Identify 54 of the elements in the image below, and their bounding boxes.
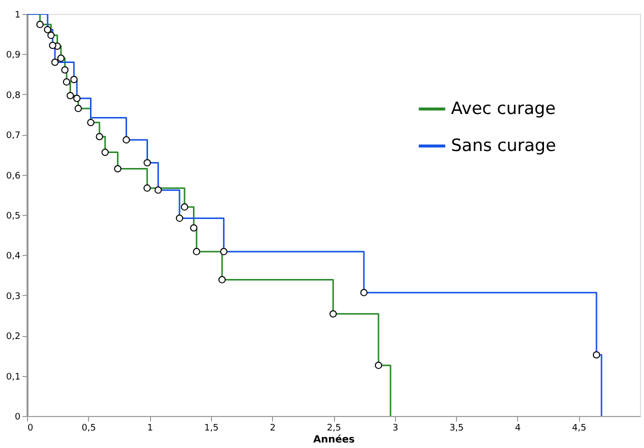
x-tick-label: 2,5 [326, 424, 342, 434]
legend-label: Sans curage [451, 136, 556, 156]
point [154, 186, 162, 194]
point [36, 20, 44, 28]
y-tick-label: 0,5 [6, 212, 20, 222]
y-tick-label: 0,4 [6, 252, 21, 262]
point [70, 76, 78, 84]
x-tick-label: 1,5 [204, 424, 219, 434]
point [47, 32, 55, 39]
point [143, 184, 151, 192]
point [57, 54, 65, 62]
x-tick-label: 4 [515, 424, 522, 434]
point [360, 288, 368, 296]
point [329, 310, 337, 318]
y-tick-label: 0,1 [6, 372, 20, 382]
x-tick-label: 3 [392, 424, 398, 434]
y-tick-label: 0,7 [6, 131, 20, 142]
y-tick-label: 0,6 [6, 171, 21, 182]
point [192, 248, 200, 256]
y-tick-label: 0,9 [6, 50, 21, 61]
x-tick-label: 0,5 [82, 424, 96, 434]
point [190, 224, 198, 232]
point [61, 66, 69, 74]
point [73, 94, 81, 102]
y-tick-label: 1 [14, 10, 20, 20]
y-tick-label: 0,8 [6, 90, 21, 101]
point [44, 26, 52, 34]
y-tick-label: 0,3 [6, 292, 20, 302]
point [48, 42, 56, 50]
point [101, 148, 109, 156]
point [51, 58, 59, 66]
point [374, 362, 382, 370]
point [122, 136, 130, 144]
point [74, 104, 82, 112]
point [176, 214, 184, 222]
point [62, 78, 70, 86]
x-axis-title: Années [313, 434, 355, 446]
x-tick-label: 2 [270, 424, 276, 434]
point [144, 159, 151, 166]
x-tick-label: 0 [28, 424, 34, 434]
x-tick-label: 4,5 [572, 424, 586, 434]
point [114, 165, 122, 172]
legend-label: Avec curage [451, 99, 556, 119]
x-tick-label: 1 [147, 424, 153, 434]
y-tick-label: 0,2 [6, 332, 20, 342]
point [180, 203, 188, 211]
y-tick-label: 0 [14, 412, 21, 422]
x-tick-label: 3,5 [449, 424, 464, 434]
point [66, 92, 74, 100]
point [592, 351, 600, 359]
point [218, 276, 226, 284]
point [220, 248, 228, 256]
point [96, 132, 104, 140]
point [87, 118, 94, 126]
